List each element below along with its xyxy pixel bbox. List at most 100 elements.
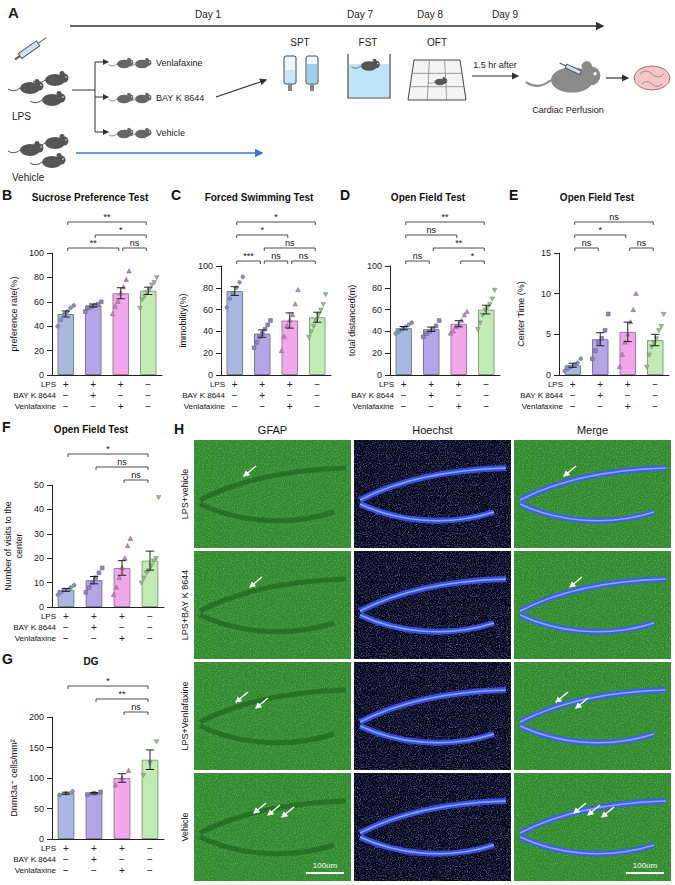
svg-text:−: −: [63, 390, 69, 401]
svg-text:−: −: [118, 390, 124, 401]
svg-text:+: +: [259, 379, 265, 390]
svg-text:60: 60: [372, 305, 382, 315]
svg-text:−: −: [287, 390, 293, 401]
svg-text:Venlafaxine: Venlafaxine: [15, 866, 57, 875]
svg-text:+: +: [259, 390, 265, 401]
svg-text:0: 0: [208, 370, 213, 380]
svg-text:15: 15: [541, 248, 551, 258]
svg-text:−: −: [147, 854, 153, 865]
svg-text:+: +: [456, 401, 462, 412]
svg-text:Venlafaxine: Venlafaxine: [353, 402, 395, 411]
svg-text:Open Field Test: Open Field Test: [391, 192, 466, 203]
svg-text:+: +: [625, 379, 631, 390]
svg-text:−: −: [456, 390, 462, 401]
svg-text:*: *: [106, 676, 110, 686]
svg-text:Venlafaxine: Venlafaxine: [15, 402, 57, 411]
svg-text:+: +: [118, 379, 124, 390]
svg-text:−: −: [63, 854, 69, 865]
svg-text:−: −: [314, 379, 320, 390]
svg-text:BAY K 8644: BAY K 8644: [13, 623, 56, 632]
svg-text:ns: ns: [637, 238, 647, 248]
svg-text:Open Field Test: Open Field Test: [560, 192, 635, 203]
svg-text:−: −: [63, 633, 69, 644]
svg-text:40: 40: [34, 321, 44, 331]
svg-text:BAY K 8644: BAY K 8644: [13, 855, 56, 864]
svg-text:0: 0: [377, 370, 382, 380]
svg-text:+: +: [625, 401, 631, 412]
svg-text:LPS: LPS: [41, 844, 56, 853]
svg-text:0: 0: [39, 602, 44, 612]
svg-text:1.5 hr after: 1.5 hr after: [473, 60, 517, 70]
svg-text:60: 60: [34, 297, 44, 307]
svg-text:10: 10: [541, 289, 551, 299]
svg-text:50: 50: [34, 804, 44, 814]
svg-text:ns: ns: [271, 251, 281, 261]
svg-text:−: −: [232, 401, 238, 412]
svg-text:ns: ns: [131, 470, 141, 480]
svg-text:+: +: [119, 611, 125, 622]
svg-text:Vehicle: Vehicle: [156, 128, 185, 138]
svg-text:−: −: [145, 401, 151, 412]
svg-text:*: *: [274, 212, 278, 222]
svg-text:Day 1: Day 1: [195, 9, 222, 20]
svg-text:+: +: [63, 843, 69, 854]
svg-text:ns: ns: [426, 225, 436, 235]
svg-text:100: 100: [367, 261, 382, 271]
svg-text:+: +: [91, 854, 97, 865]
svg-text:−: −: [625, 390, 631, 401]
svg-text:80: 80: [372, 283, 382, 293]
svg-text:*: *: [471, 251, 475, 261]
svg-text:10: 10: [34, 578, 44, 588]
svg-text:Cardiac Perfusion: Cardiac Perfusion: [532, 105, 604, 115]
svg-text:−: −: [147, 843, 153, 854]
svg-text:−: −: [652, 390, 658, 401]
svg-text:F: F: [2, 420, 11, 435]
svg-text:50: 50: [34, 480, 44, 490]
svg-text:20: 20: [372, 348, 382, 358]
svg-text:H: H: [174, 421, 184, 437]
svg-text:−: −: [147, 865, 153, 876]
svg-text:−: −: [483, 401, 489, 412]
svg-text:LPS: LPS: [379, 380, 394, 389]
svg-text:***: ***: [243, 251, 254, 261]
svg-text:20: 20: [203, 348, 213, 358]
svg-text:−: −: [147, 633, 153, 644]
svg-text:−: −: [232, 390, 238, 401]
svg-text:+: +: [91, 622, 97, 633]
svg-text:LPS: LPS: [210, 380, 225, 389]
svg-text:LPS: LPS: [12, 111, 31, 122]
svg-text:100: 100: [198, 261, 213, 271]
svg-text:+: +: [428, 390, 434, 401]
svg-text:LPS+vehicle: LPS+vehicle: [180, 469, 190, 519]
svg-text:+: +: [91, 611, 97, 622]
svg-text:−: −: [570, 401, 576, 412]
svg-text:BAY K 8644: BAY K 8644: [156, 93, 204, 103]
svg-text:Vehicle: Vehicle: [12, 172, 45, 183]
svg-text:Number of visits to the: Number of visits to the: [3, 501, 13, 591]
svg-text:Day 8: Day 8: [417, 9, 444, 20]
svg-text:Center Time (%): Center Time (%): [516, 281, 526, 347]
svg-text:Sucrose Preference Test: Sucrose Preference Test: [32, 192, 149, 203]
svg-text:−: −: [652, 401, 658, 412]
svg-text:ns: ns: [130, 238, 140, 248]
svg-text:ns: ns: [117, 457, 127, 467]
svg-text:*: *: [106, 444, 110, 454]
svg-text:**: **: [441, 212, 449, 222]
svg-text:0: 0: [39, 834, 44, 844]
svg-text:+: +: [119, 843, 125, 854]
svg-text:Dnmt3a⁺ cells/mm²: Dnmt3a⁺ cells/mm²: [9, 739, 19, 816]
svg-text:150: 150: [29, 743, 44, 753]
svg-text:Day 9: Day 9: [492, 9, 519, 20]
svg-text:40: 40: [372, 326, 382, 336]
svg-text:+: +: [456, 379, 462, 390]
svg-text:40: 40: [203, 326, 213, 336]
svg-text:ns: ns: [285, 238, 295, 248]
svg-text:+: +: [597, 390, 603, 401]
svg-text:LPS+BAY K 8644: LPS+BAY K 8644: [180, 570, 190, 640]
svg-text:immobility(%): immobility(%): [178, 293, 188, 347]
svg-text:+: +: [63, 379, 69, 390]
svg-text:−: −: [91, 865, 97, 876]
svg-text:100um: 100um: [633, 861, 658, 870]
svg-text:−: −: [119, 622, 125, 633]
svg-text:+: +: [63, 611, 69, 622]
